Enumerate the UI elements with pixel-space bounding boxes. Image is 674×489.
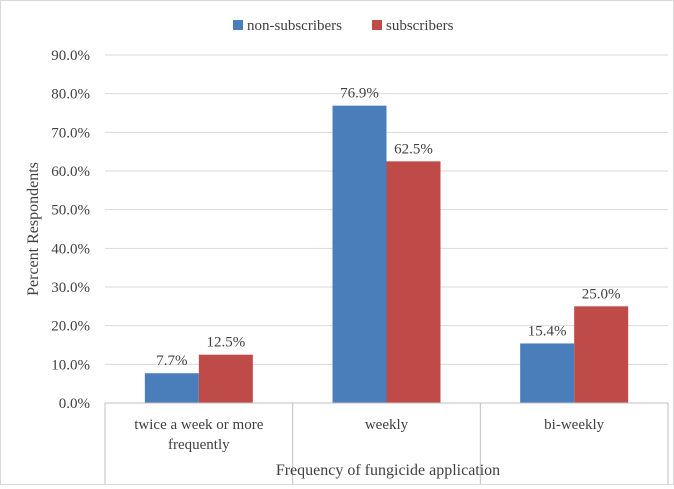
x-category-label: twice a week or more [134, 417, 263, 433]
legend: non-subscribers subscribers [233, 18, 454, 34]
bar-subscribers [198, 354, 253, 403]
y-tick-label: 90.0% [51, 48, 90, 64]
bar-non-subscribers [332, 105, 387, 404]
y-tick-label: 30.0% [51, 280, 90, 296]
x-category-label: weekly [365, 417, 409, 433]
y-tick-label: 0.0% [59, 396, 90, 412]
y-tick-label: 70.0% [51, 125, 90, 141]
data-label: 62.5% [394, 141, 433, 157]
bar-non-subscribers [520, 343, 575, 403]
data-label: 76.9% [340, 86, 379, 102]
data-label: 7.7% [156, 353, 187, 369]
legend-swatch [233, 20, 243, 30]
y-tick-label: 60.0% [51, 164, 90, 180]
data-label: 25.0% [582, 286, 621, 302]
y-tick-label: 10.0% [51, 357, 90, 373]
data-labels: 7.7% 12.5% 76.9% 62.5% 15.4% 25.0% [156, 86, 620, 370]
x-category-label: bi-weekly [544, 417, 604, 433]
legend-swatch [372, 20, 382, 30]
y-tick-label: 40.0% [51, 241, 90, 257]
bar-non-subscribers [144, 373, 199, 403]
y-tick-label: 20.0% [51, 319, 90, 335]
y-axis-title: Percent Respondents [25, 162, 42, 296]
legend-label: subscribers [386, 18, 454, 34]
bar-subscribers [386, 161, 441, 403]
legend-label: non-subscribers [247, 18, 342, 34]
y-axis-ticks: 0.0% 10.0% 20.0% 30.0% 40.0% 50.0% 60.0% 70.0% 8… [51, 48, 90, 412]
y-tick-label: 50.0% [51, 203, 90, 219]
x-axis: twice a week or more frequently weekly bi-w… [104, 402, 669, 484]
bar-subscribers [574, 306, 629, 403]
bars [144, 105, 629, 404]
data-label: 12.5% [206, 335, 245, 351]
data-label: 15.4% [528, 323, 567, 339]
x-axis-title: Frequency of fungicide application [276, 462, 500, 479]
x-category-label: frequently [168, 437, 230, 453]
y-tick-label: 80.0% [51, 87, 90, 103]
